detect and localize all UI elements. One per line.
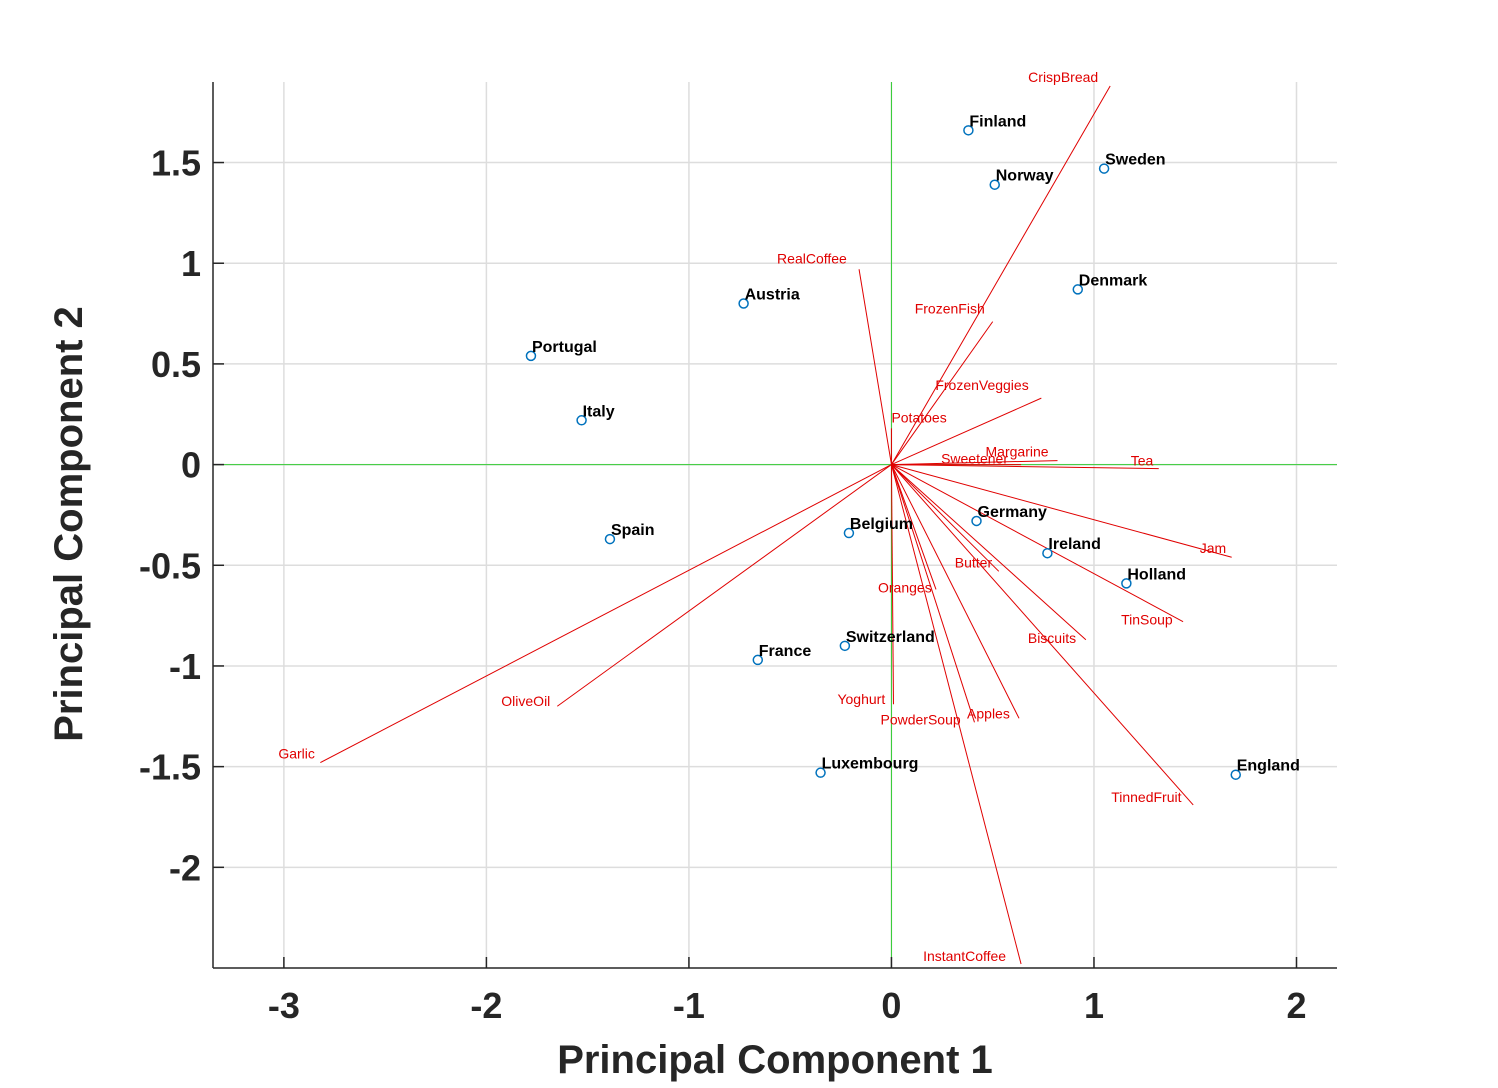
loading-vector-label: FrozenFish xyxy=(915,301,985,317)
loading-vector-label: CrispBread xyxy=(1028,69,1098,85)
score-point-label: Italy xyxy=(583,403,615,420)
loading-vector-line xyxy=(891,464,1159,470)
y-axis-label: Principal Component 2 xyxy=(47,306,91,742)
zero-axis-lines xyxy=(213,82,1337,968)
loading-vector-line xyxy=(891,464,1020,719)
loading-vector-line xyxy=(891,464,1000,572)
loading-vectors: CrispBread RealCoffee FrozenFish FrozenVegg… xyxy=(278,69,1232,965)
score-point-marker xyxy=(843,527,855,539)
y-tick-label: 1 xyxy=(181,243,201,284)
loading-vector-line xyxy=(891,85,1111,465)
loading-vector-line xyxy=(891,460,1058,466)
score-point-marker xyxy=(963,125,974,136)
y-tick-label: -1.5 xyxy=(139,747,201,788)
score-point-label: Belgium xyxy=(850,516,913,533)
loading-vector-label: Garlic xyxy=(278,746,315,762)
score-point-label: Finland xyxy=(969,113,1026,130)
x-tick-label: -1 xyxy=(673,985,705,1026)
score-point-label: England xyxy=(1237,758,1300,775)
score-point-marker xyxy=(989,179,1000,190)
loading-vector-label: TinSoup xyxy=(1121,612,1173,628)
loading-vector-line xyxy=(890,464,1022,965)
loading-vector-line xyxy=(890,464,937,590)
y-tick-label: 1.5 xyxy=(151,143,201,184)
score-point-marker xyxy=(525,350,537,362)
score-point-label: Switzerland xyxy=(846,629,935,646)
score-point-label: Holland xyxy=(1127,566,1186,583)
score-point-label: Denmark xyxy=(1079,272,1148,289)
score-point-label: Austria xyxy=(745,287,800,304)
loading-vector-label: Apples xyxy=(967,705,1010,721)
loading-vector-label: Tea xyxy=(1131,453,1154,469)
loading-vector-label: Sweetener xyxy=(941,451,1008,467)
score-point-marker xyxy=(1098,163,1110,174)
x-tick-label: 1 xyxy=(1084,985,1104,1026)
loading-vector-line xyxy=(891,464,1232,558)
score-point-marker xyxy=(1121,578,1132,589)
score-point-label: Spain xyxy=(611,522,655,539)
y-tick-label: 0.5 xyxy=(151,344,201,385)
y-tick-label: 0 xyxy=(181,445,201,486)
score-point-label: Ireland xyxy=(1048,536,1100,553)
score-point-marker xyxy=(604,533,616,545)
score-point-label: Norway xyxy=(996,168,1054,185)
loading-vector-line xyxy=(891,321,994,465)
axes xyxy=(212,82,1337,969)
y-tick-label: -1 xyxy=(169,646,201,687)
y-tick-label: -0.5 xyxy=(139,545,201,586)
loading-vector-line xyxy=(556,464,892,707)
loading-vector-line xyxy=(891,464,1087,641)
loading-vector-label: FrozenVeggies xyxy=(935,377,1028,393)
score-point-label: Germany xyxy=(978,504,1047,521)
score-point-marker xyxy=(1230,769,1241,780)
x-tick-label: 0 xyxy=(881,985,901,1026)
loading-vector-line xyxy=(891,464,1184,623)
loading-vector-label: Yoghurt xyxy=(837,691,885,707)
score-points: Finland Sweden Norway Denmark Austria Portuga… xyxy=(525,113,1300,780)
score-point-marker xyxy=(738,298,749,309)
loading-vector-line xyxy=(891,397,1042,466)
y-tick-label: -2 xyxy=(169,847,201,888)
y-tick-labels: -2 -1.5 -1 -0.5 0 0.5 1 1.5 xyxy=(139,143,201,889)
score-point-marker xyxy=(815,767,826,778)
loading-vector-label: Jam xyxy=(1200,540,1226,556)
loading-vector-line xyxy=(891,464,1194,806)
loading-vector-label: Butter xyxy=(955,554,993,570)
score-point-marker xyxy=(752,654,764,666)
loading-vector-line xyxy=(320,464,892,764)
loading-vector-label: RealCoffee xyxy=(777,250,847,266)
loading-vector-label: InstantCoffee xyxy=(923,948,1006,964)
loading-vector-label: Biscuits xyxy=(1028,630,1076,646)
score-point-marker xyxy=(1042,547,1053,559)
x-tick-labels: -3 -2 -1 0 1 2 xyxy=(268,985,1307,1026)
x-tick-label: -2 xyxy=(470,985,502,1026)
x-tick-label: 2 xyxy=(1286,985,1306,1026)
loading-vector-label: PowderSoup xyxy=(880,711,960,727)
score-point-marker xyxy=(839,640,851,652)
loading-vector-line xyxy=(890,464,894,705)
loading-vector-label: OliveOil xyxy=(501,693,550,709)
loading-vector-label: Margarine xyxy=(986,444,1049,460)
score-point-label: Portugal xyxy=(532,339,597,356)
x-axis-label: Principal Component 1 xyxy=(557,1038,993,1082)
score-point-label: Sweden xyxy=(1105,152,1165,169)
score-point-marker xyxy=(1072,284,1084,295)
loading-vector-line xyxy=(890,464,975,723)
loading-vector-label: Potatoes xyxy=(891,409,946,425)
loading-vector-line xyxy=(858,269,892,465)
score-point-label: France xyxy=(759,643,812,660)
x-tick-label: -3 xyxy=(268,985,300,1026)
loading-vector-label: TinnedFruit xyxy=(1111,789,1181,805)
score-point-label: Luxembourg xyxy=(822,756,919,773)
score-point-marker xyxy=(576,415,587,426)
loading-vector-label: Oranges xyxy=(878,579,932,595)
score-point-marker xyxy=(971,515,982,527)
